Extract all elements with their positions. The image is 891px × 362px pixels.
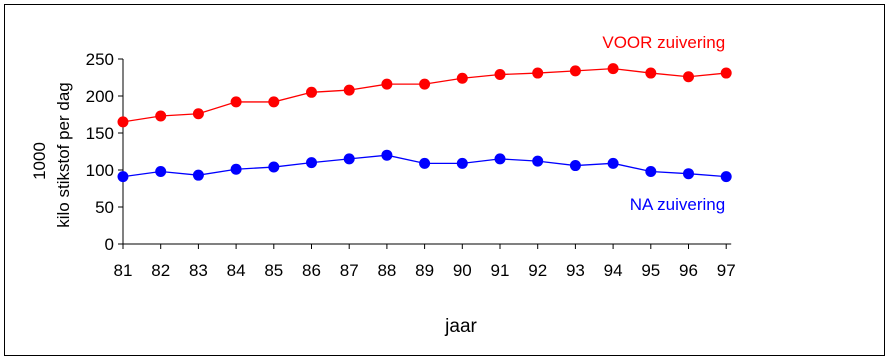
series-line-voor-zuivering — [122, 67, 727, 123]
data-point-voor-zuivering — [230, 96, 242, 108]
y-axis-label: kilo stikstof per dag — [54, 82, 73, 228]
x-tick-label: 91 — [491, 261, 510, 280]
data-point-voor-zuivering — [192, 108, 204, 120]
x-tick-label: 92 — [528, 261, 547, 280]
data-point-na-zuivering — [720, 171, 732, 183]
data-point-voor-zuivering — [569, 65, 581, 77]
data-point-na-zuivering — [683, 168, 694, 180]
x-tick-label: 87 — [340, 261, 359, 280]
x-tick-label: 86 — [302, 261, 321, 280]
data-point-voor-zuivering — [683, 71, 694, 83]
y-tick-label: 100 — [86, 161, 114, 180]
y-tick-label: 200 — [86, 87, 114, 106]
x-tick-label: 95 — [641, 261, 660, 280]
data-point-na-zuivering — [306, 157, 317, 169]
x-axis-label: jaar — [444, 316, 477, 337]
x-tick-label: 82 — [151, 261, 170, 280]
x-tick-label: 85 — [264, 261, 283, 280]
line-chart: 1000 kilo stikstof per dag jaar 0 50 100 15… — [30, 33, 736, 337]
data-point-voor-zuivering — [306, 86, 317, 98]
data-point-na-zuivering — [268, 161, 280, 173]
x-tick-label: 93 — [566, 261, 585, 280]
data-point-voor-zuivering — [645, 67, 657, 79]
data-point-voor-zuivering — [343, 84, 355, 96]
data-point-na-zuivering — [381, 149, 393, 161]
data-point-na-zuivering — [230, 163, 242, 175]
data-point-na-zuivering — [607, 157, 619, 169]
data-point-voor-zuivering — [494, 69, 506, 81]
data-point-voor-zuivering — [419, 78, 431, 90]
x-tick-label: 83 — [189, 261, 208, 280]
data-point-na-zuivering — [494, 153, 506, 165]
data-point-na-zuivering — [343, 153, 355, 165]
plot-area: 0 50 100 150 200 250 81 82 83 84 85 86 87 88 89 90 91 92 9… — [86, 33, 736, 280]
y-tick-label: 50 — [95, 198, 114, 217]
data-point-voor-zuivering — [456, 72, 468, 84]
x-tick-label: 84 — [227, 261, 246, 280]
x-tick-label: 81 — [114, 261, 133, 280]
y-tick-label: 250 — [86, 50, 114, 69]
data-point-na-zuivering — [532, 155, 544, 167]
y-tick-label: 150 — [86, 124, 114, 143]
x-tick-label: 97 — [717, 261, 736, 280]
x-tick-label: 96 — [679, 261, 698, 280]
data-point-na-zuivering — [645, 165, 657, 177]
data-point-na-zuivering — [155, 165, 167, 177]
x-tick-label: 88 — [377, 261, 396, 280]
data-point-voor-zuivering — [720, 67, 732, 79]
data-point-na-zuivering — [419, 157, 431, 169]
x-tick-label: 89 — [415, 261, 434, 280]
data-point-voor-zuivering — [532, 67, 544, 79]
chart-frame: 1000 kilo stikstof per dag jaar 0 50 100 15… — [4, 4, 885, 356]
data-point-na-zuivering — [192, 169, 204, 181]
y-axis-label-unit: 1000 — [30, 142, 49, 180]
data-point-na-zuivering — [569, 160, 581, 172]
series-label-na-zuivering: NA zuivering — [630, 195, 725, 214]
data-point-voor-zuivering — [117, 116, 129, 128]
x-tick-label: 90 — [453, 261, 472, 280]
y-tick-label: 0 — [105, 235, 114, 254]
data-point-voor-zuivering — [155, 110, 167, 122]
series-label-voor-zuivering: VOOR zuivering — [602, 33, 725, 52]
data-point-voor-zuivering — [381, 78, 393, 90]
data-point-voor-zuivering — [268, 96, 280, 108]
data-point-voor-zuivering — [607, 63, 619, 75]
data-point-na-zuivering — [117, 171, 129, 183]
x-tick-label: 94 — [604, 261, 623, 280]
data-point-na-zuivering — [456, 157, 468, 169]
